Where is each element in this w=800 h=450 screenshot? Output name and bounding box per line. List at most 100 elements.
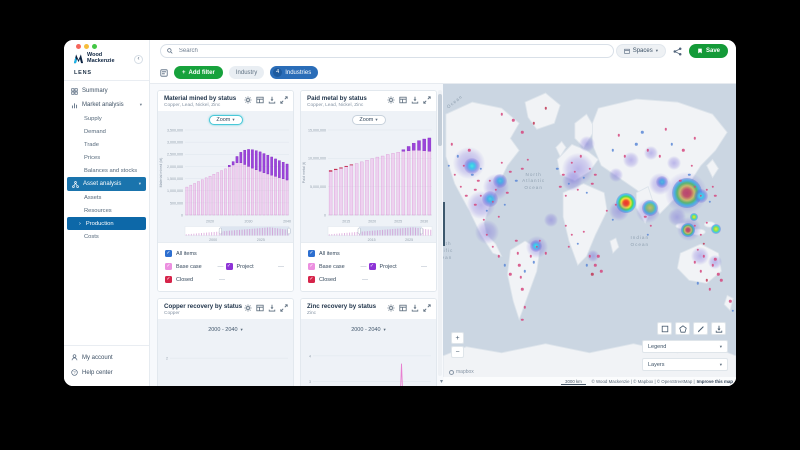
asset-dot[interactable] xyxy=(643,215,647,219)
table-icon[interactable] xyxy=(399,304,407,312)
asset-dot[interactable] xyxy=(708,288,711,291)
panel-resize-handle[interactable] xyxy=(443,202,445,246)
charts-scrollbar[interactable] xyxy=(438,90,442,376)
asset-dot[interactable] xyxy=(646,149,650,152)
sidebar-item-help-center[interactable]: ? Help center xyxy=(64,365,149,380)
asset-dot[interactable] xyxy=(600,270,603,273)
asset-dot[interactable] xyxy=(450,143,453,146)
asset-dot[interactable] xyxy=(731,309,735,312)
asset-dot[interactable] xyxy=(591,273,594,276)
asset-dot[interactable] xyxy=(705,188,708,191)
asset-dot[interactable] xyxy=(679,179,682,182)
checkbox-closed[interactable]: ✓ xyxy=(308,276,315,283)
expand-icon[interactable] xyxy=(280,304,288,312)
asset-dot[interactable] xyxy=(570,161,574,164)
add-filter-button[interactable]: + Add filter xyxy=(174,66,223,79)
asset-dot[interactable] xyxy=(517,263,521,267)
asset-dot[interactable] xyxy=(532,260,536,264)
asset-dot[interactable] xyxy=(567,245,571,249)
asset-dot[interactable] xyxy=(526,158,530,161)
download-icon[interactable] xyxy=(268,96,276,104)
sidebar-item-resources[interactable]: Resources xyxy=(64,204,149,217)
map-download-tool[interactable] xyxy=(711,322,726,335)
asset-dot[interactable] xyxy=(494,188,497,191)
asset-dot[interactable] xyxy=(605,209,609,213)
sidebar-item-market-analysis[interactable]: Market analysis ▾ xyxy=(64,98,149,112)
asset-dot[interactable] xyxy=(687,173,691,176)
close-window-button[interactable] xyxy=(76,44,81,49)
asset-dot[interactable] xyxy=(506,191,509,194)
asset-dot[interactable] xyxy=(564,194,568,197)
asset-dot[interactable] xyxy=(573,170,577,173)
line-chart[interactable]: 21Copper (%) xyxy=(158,335,293,386)
asset-dot[interactable] xyxy=(523,270,527,273)
settings-icon[interactable] xyxy=(387,96,395,104)
asset-dot[interactable] xyxy=(519,276,522,279)
checkbox-closed[interactable]: ✓ xyxy=(165,276,172,283)
asset-dot[interactable] xyxy=(623,155,626,158)
asset-dot[interactable] xyxy=(699,233,703,237)
asset-dot[interactable] xyxy=(720,279,723,282)
asset-dot[interactable] xyxy=(447,164,451,167)
checkbox-all-items[interactable]: ✓ xyxy=(308,250,315,257)
asset-dot[interactable] xyxy=(591,182,594,185)
asset-dot[interactable] xyxy=(468,149,471,152)
asset-dot[interactable] xyxy=(597,254,600,258)
checkbox-base-case[interactable]: ✓ xyxy=(165,263,172,270)
asset-dot[interactable] xyxy=(588,254,591,258)
asset-dot[interactable] xyxy=(465,194,468,197)
filter-group-chip[interactable]: Industry xyxy=(228,66,265,79)
map-layers-dropdown[interactable]: Layers ▾ xyxy=(642,358,728,371)
asset-dot[interactable] xyxy=(567,182,571,185)
table-icon[interactable] xyxy=(256,304,264,312)
asset-dot[interactable] xyxy=(594,263,597,267)
asset-dot[interactable] xyxy=(476,179,480,182)
asset-dot[interactable] xyxy=(705,279,708,282)
sidebar-item-assets[interactable]: Assets xyxy=(64,191,149,204)
asset-dot[interactable] xyxy=(474,188,477,191)
asset-dot[interactable] xyxy=(535,245,538,249)
maximize-window-button[interactable] xyxy=(92,44,97,49)
asset-dot[interactable] xyxy=(520,318,524,321)
asset-dot[interactable] xyxy=(485,209,489,213)
rectangle-select-tool[interactable] xyxy=(657,322,672,335)
asset-dot[interactable] xyxy=(693,185,697,188)
share-icon[interactable] xyxy=(673,47,682,56)
asset-dot[interactable] xyxy=(491,200,494,203)
asset-dot[interactable] xyxy=(482,218,486,222)
asset-dot[interactable] xyxy=(670,143,673,146)
asset-dot[interactable] xyxy=(515,179,518,182)
asset-dot[interactable] xyxy=(658,155,662,158)
asset-dot[interactable] xyxy=(491,245,494,249)
asset-dot[interactable] xyxy=(614,203,618,206)
bar-chart[interactable]: 0 5,000,000 10,000,000 15,000,000 Paid metal… xyxy=(301,125,436,225)
asset-dot[interactable] xyxy=(474,203,477,206)
asset-dot[interactable] xyxy=(558,185,562,188)
asset-dot[interactable] xyxy=(582,176,585,179)
table-icon[interactable] xyxy=(256,96,264,104)
download-icon[interactable] xyxy=(411,96,419,104)
sidebar-item-balances-and-stocks[interactable]: Balances and stocks xyxy=(64,164,149,177)
date-range-dropdown[interactable]: 2000 - 2040 ▾ xyxy=(343,325,395,335)
asset-dot[interactable] xyxy=(500,161,503,164)
asset-dot[interactable] xyxy=(544,251,547,255)
map-zoom-out-button[interactable]: − xyxy=(451,346,464,358)
asset-dot[interactable] xyxy=(699,194,703,197)
asset-dot[interactable] xyxy=(705,221,708,225)
zoom-dropdown[interactable]: Zoom ▾ xyxy=(208,115,243,125)
asset-dot[interactable] xyxy=(576,242,579,246)
map-zoom-in-button[interactable]: + xyxy=(451,332,464,344)
asset-dot[interactable] xyxy=(708,200,711,203)
chart-navigator[interactable]: 2000 2025 xyxy=(158,225,293,242)
asset-dot[interactable] xyxy=(585,191,588,194)
search-box[interactable] xyxy=(160,44,614,58)
asset-dot[interactable] xyxy=(582,230,585,234)
asset-dot[interactable] xyxy=(479,167,483,170)
download-icon[interactable] xyxy=(411,304,419,312)
asset-dot[interactable] xyxy=(520,131,524,134)
checkbox-project[interactable]: ✓ xyxy=(368,263,376,270)
asset-dot[interactable] xyxy=(717,273,720,276)
asset-dot[interactable] xyxy=(515,239,518,243)
expand-icon[interactable] xyxy=(423,96,431,104)
